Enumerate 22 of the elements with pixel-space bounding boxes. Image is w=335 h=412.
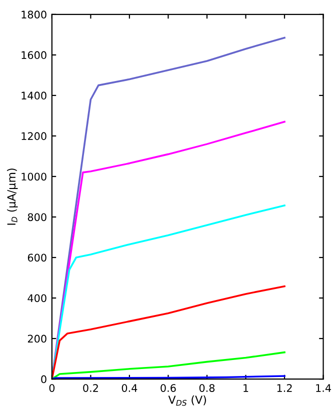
x-tick-label: 0.8	[199, 384, 215, 392]
x-tick-label: 0.2	[83, 384, 98, 392]
line-series	[52, 285, 286, 380]
x-axis-title: V$_{DS}$ (V)	[168, 395, 206, 406]
x-tick-label: 0.6	[160, 384, 176, 392]
y-tick-label: 1800	[22, 10, 46, 19]
y-tick-label: 400	[28, 294, 46, 302]
x-tick-label: 1	[244, 384, 248, 392]
y-axis-title: I$_{D}$ (μA/μm)	[7, 168, 18, 225]
line-series	[52, 351, 286, 380]
x-tick-label: 0.4	[122, 384, 138, 392]
y-tick-label: 200	[28, 334, 46, 343]
y-tick-label: 1200	[22, 132, 46, 140]
x-tick-label: 0	[49, 384, 55, 392]
y-tick-label: 1000	[22, 172, 46, 181]
y-tick-label: 600	[28, 254, 46, 262]
x-tick-label: 1.2	[277, 384, 292, 392]
y-tick-label: 800	[28, 213, 46, 222]
y-tick-label: 1400	[22, 92, 46, 100]
x-tick-label: 1.4	[316, 384, 331, 392]
y-tick-label: 1600	[22, 51, 46, 60]
y-tick-label: 0	[41, 375, 46, 384]
